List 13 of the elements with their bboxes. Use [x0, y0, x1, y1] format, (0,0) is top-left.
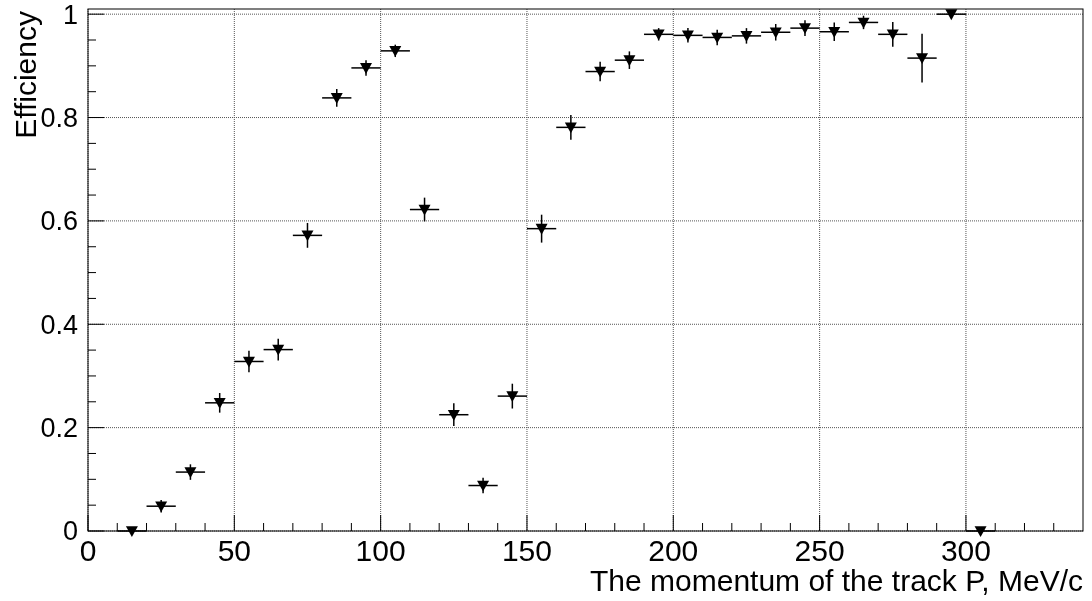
x-tick-label: 50 — [217, 534, 252, 567]
y-tick-label: 0.4 — [40, 309, 78, 340]
y-tick-label: 0.6 — [40, 206, 78, 237]
y-tick-label: 1 — [62, 0, 78, 30]
x-tick-label: 300 — [940, 534, 991, 567]
x-axis-title: The momentum of the track P, MeV/c — [590, 564, 1083, 597]
x-tick-label: 100 — [355, 534, 406, 567]
y-tick-label: 0.8 — [40, 102, 78, 133]
x-tick-label: 250 — [794, 534, 845, 567]
x-tick-label: 150 — [501, 534, 552, 567]
y-axis-title: Efficiency — [9, 11, 42, 139]
y-tick-label: 0.2 — [40, 413, 78, 444]
x-tick-label: 200 — [648, 534, 699, 567]
